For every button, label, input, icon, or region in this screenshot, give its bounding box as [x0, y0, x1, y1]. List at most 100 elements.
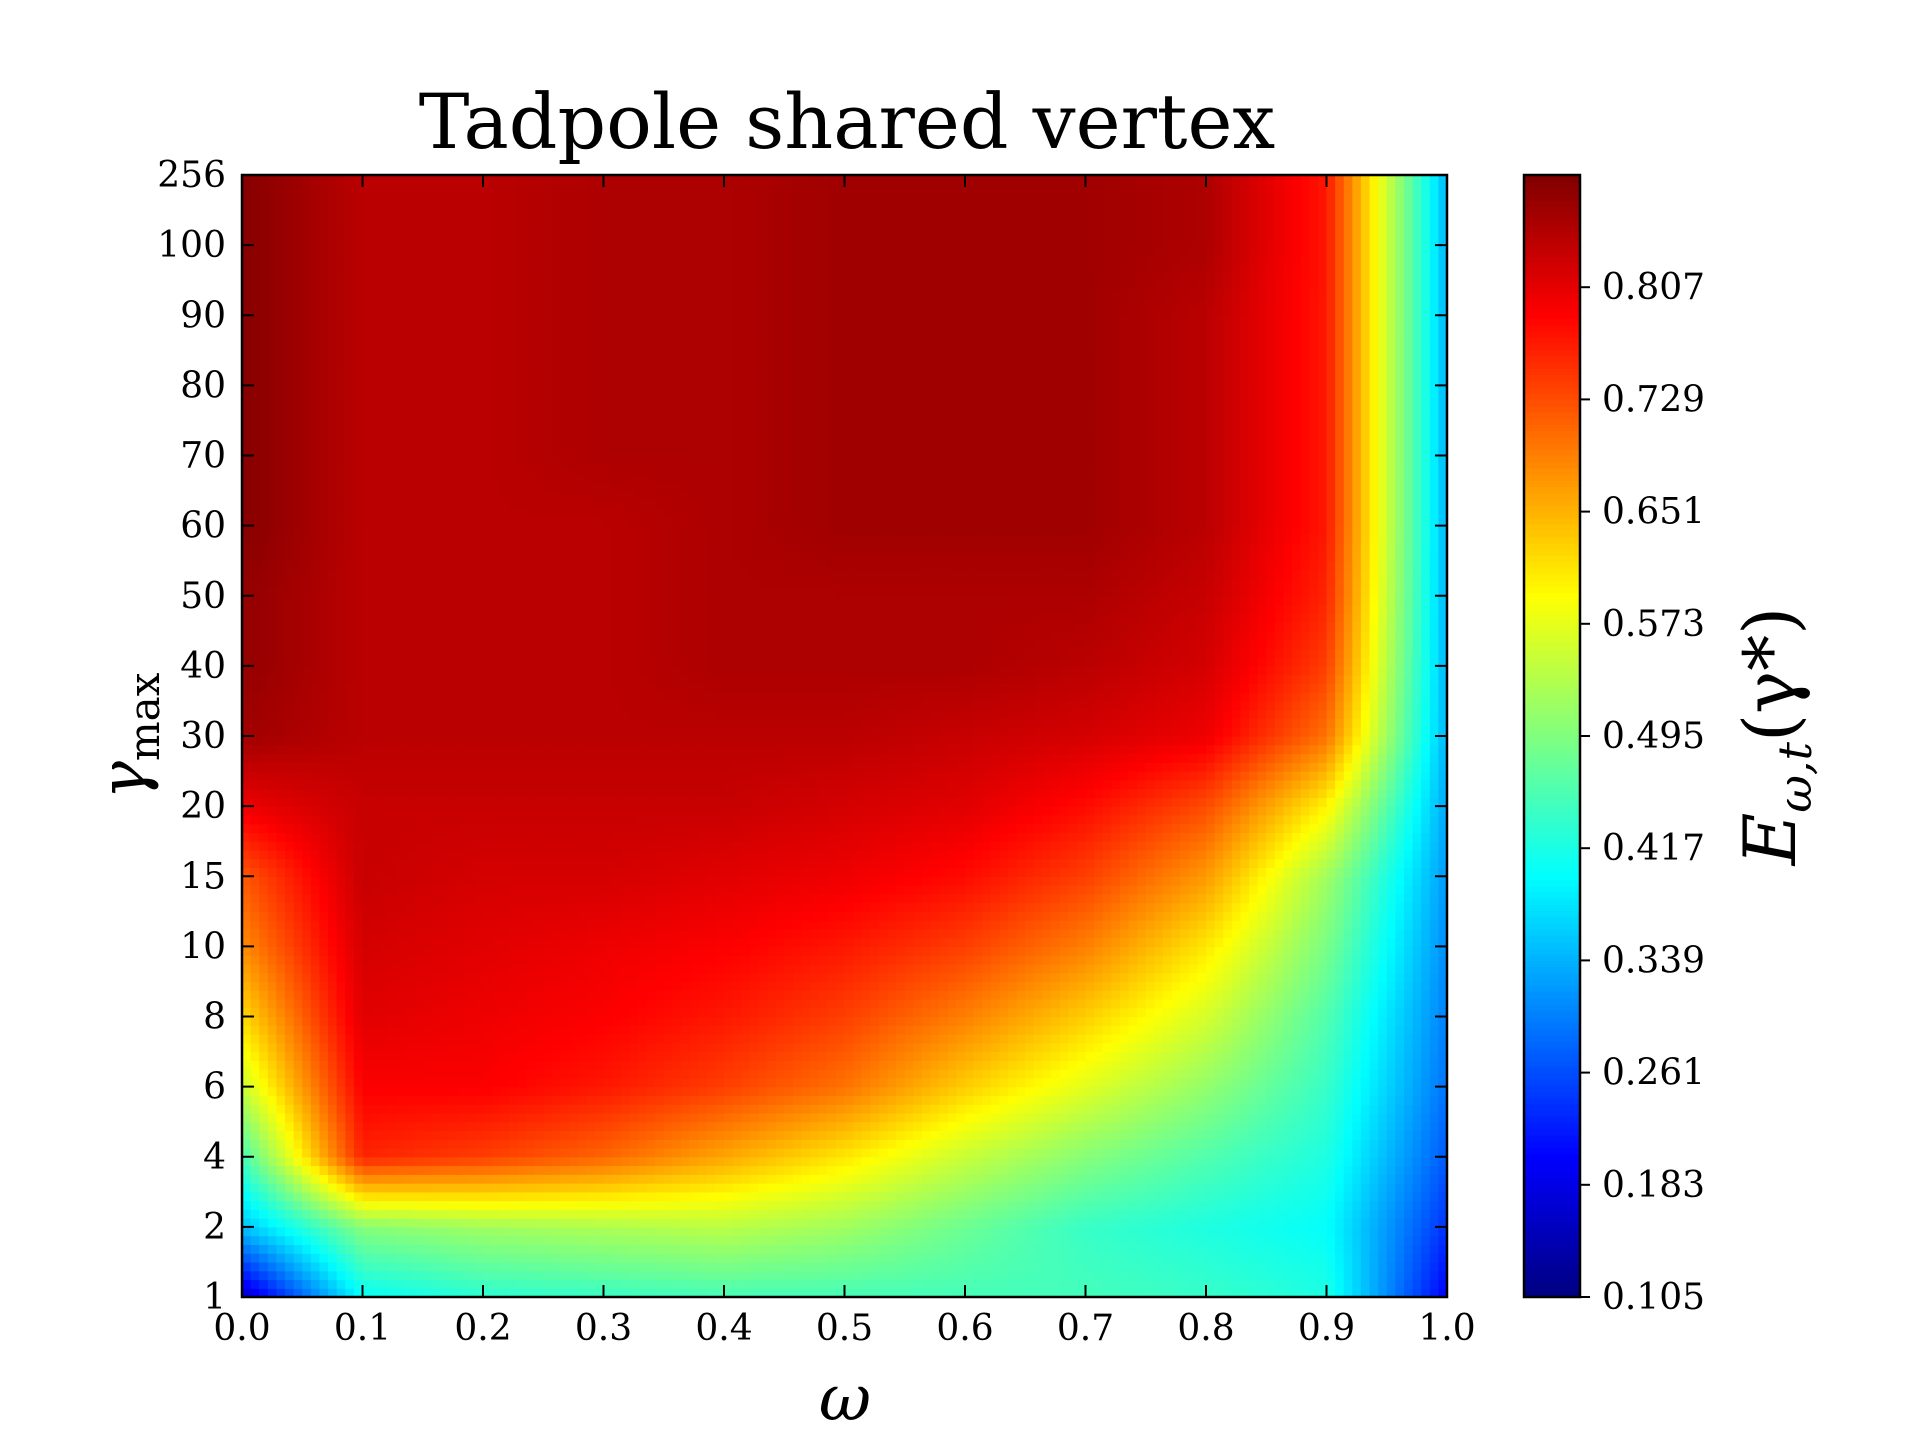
heatmap-cell	[1317, 1130, 1328, 1140]
heatmap-cell	[896, 1086, 906, 1096]
heatmap-cell	[973, 1288, 983, 1298]
heatmap-cell	[1309, 1270, 1319, 1281]
heatmap-cell	[379, 1165, 389, 1175]
heatmap-cell	[930, 981, 940, 991]
heatmap-cell	[1076, 1200, 1087, 1210]
heatmap-cell	[689, 1007, 699, 1018]
heatmap-cell	[328, 1200, 338, 1210]
heatmap-cell	[663, 1200, 673, 1210]
heatmap-cell	[1188, 1104, 1198, 1114]
heatmap-cell	[1386, 1112, 1396, 1123]
heatmap-cell	[1051, 1218, 1061, 1228]
heatmap-cell	[1352, 1007, 1362, 1018]
heatmap-cell	[1137, 1025, 1147, 1035]
heatmap-cell	[1326, 1226, 1336, 1237]
heatmap-cell	[956, 1191, 966, 1202]
heatmap-cell	[1335, 1165, 1345, 1175]
heatmap-cell	[1042, 1279, 1052, 1289]
heatmap-cell	[1412, 1261, 1422, 1272]
heatmap-cell	[1309, 1279, 1319, 1289]
heatmap-cell	[1309, 1288, 1319, 1298]
heatmap-cell	[517, 1112, 527, 1123]
heatmap-cell	[1025, 1288, 1035, 1298]
heatmap-cell	[319, 998, 329, 1009]
heatmap-cell	[285, 1209, 295, 1219]
heatmap-cell	[1051, 1077, 1061, 1088]
heatmap-cell	[336, 981, 346, 991]
heatmap-cell	[620, 1025, 630, 1035]
heatmap-cell	[672, 1174, 682, 1184]
heatmap-cell	[242, 1042, 252, 1053]
heatmap-cell	[379, 1279, 389, 1289]
heatmap-cell	[827, 998, 837, 1009]
heatmap-cell	[345, 1060, 355, 1070]
heatmap-cell	[1180, 1165, 1190, 1175]
heatmap-cell	[1292, 1034, 1302, 1044]
heatmap-cell	[526, 1121, 536, 1132]
heatmap-cell	[1326, 1183, 1336, 1193]
heatmap-cell	[896, 1130, 906, 1140]
heatmap-cell	[827, 1016, 837, 1026]
heatmap-cell	[1249, 1069, 1259, 1079]
heatmap-cell	[749, 1226, 760, 1237]
heatmap-cell	[887, 1147, 897, 1158]
heatmap-cell	[1369, 1130, 1379, 1140]
heatmap-cell	[1249, 1121, 1259, 1132]
heatmap-cell	[999, 1121, 1009, 1132]
heatmap-cell	[732, 1112, 742, 1123]
heatmap-cell	[810, 1121, 820, 1132]
heatmap-cell	[853, 1253, 863, 1263]
heatmap-cell	[637, 1156, 648, 1167]
heatmap-cell	[508, 1156, 519, 1167]
heatmap-cell	[1369, 1077, 1379, 1088]
heatmap-cell	[1421, 1226, 1431, 1237]
heatmap-cell	[1249, 1139, 1259, 1149]
heatmap-cell	[999, 1165, 1009, 1175]
heatmap-cell	[930, 990, 940, 1000]
heatmap-cell	[973, 1270, 983, 1281]
heatmap-cell	[285, 1060, 295, 1070]
heatmap-cell	[930, 1139, 940, 1149]
heatmap-cell	[1068, 1069, 1078, 1079]
heatmap-cell	[741, 1174, 751, 1184]
heatmap-cell	[835, 998, 846, 1009]
heatmap-cell	[276, 1104, 286, 1114]
heatmap-cell	[1231, 1165, 1242, 1175]
heatmap-cell	[1421, 1235, 1431, 1246]
heatmap-cell	[741, 981, 751, 991]
heatmap-cell	[878, 1007, 889, 1018]
heatmap-cell	[1137, 1244, 1147, 1254]
heatmap-cell	[371, 1261, 381, 1272]
heatmap-cell	[947, 1016, 957, 1026]
heatmap-cell	[612, 1218, 622, 1228]
heatmap-cell	[844, 1191, 854, 1202]
heatmap-cell	[689, 1025, 699, 1035]
heatmap-cell	[620, 1034, 630, 1044]
heatmap-cell	[741, 1226, 751, 1237]
heatmap-cell	[500, 1077, 510, 1088]
heatmap-cell	[1274, 998, 1285, 1009]
heatmap-cell	[1360, 1130, 1371, 1140]
heatmap-cell	[810, 1270, 820, 1281]
heatmap-cell	[1429, 1191, 1439, 1202]
heatmap-cell	[414, 1156, 424, 1167]
heatmap-cell	[1386, 1235, 1396, 1246]
heatmap-cell	[1335, 1121, 1345, 1132]
heatmap-cell	[706, 990, 716, 1000]
heatmap-cell	[1266, 1069, 1276, 1079]
heatmap-cell	[1283, 1226, 1293, 1237]
heatmap-cell	[672, 1218, 682, 1228]
heatmap-cell	[990, 1042, 1001, 1053]
heatmap-cell	[1283, 1235, 1293, 1246]
heatmap-cell	[1240, 1130, 1250, 1140]
heatmap-cell	[1412, 1270, 1422, 1281]
heatmap-cell	[775, 1209, 785, 1219]
heatmap-cell	[1076, 1156, 1087, 1167]
heatmap-cell	[672, 1288, 682, 1298]
heatmap-cell	[913, 990, 923, 1000]
heatmap-cell	[362, 1191, 372, 1202]
heatmap-cell	[1326, 998, 1336, 1009]
heatmap-cell	[646, 1174, 656, 1184]
heatmap-cell	[1343, 1077, 1353, 1088]
heatmap-cell	[560, 1218, 570, 1228]
